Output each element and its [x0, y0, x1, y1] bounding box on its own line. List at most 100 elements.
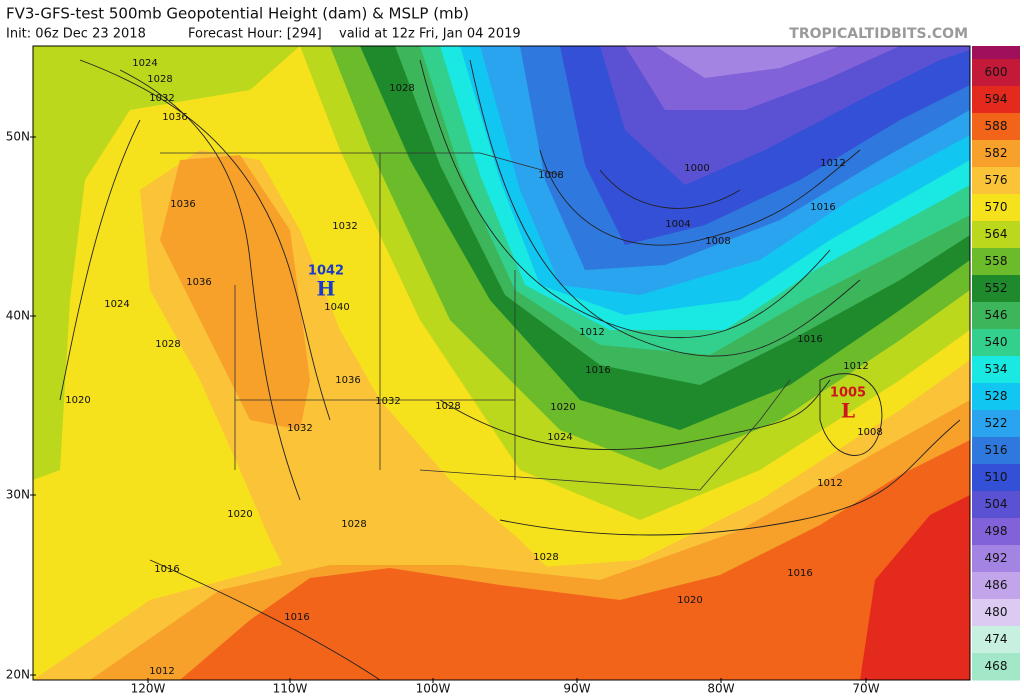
latitude-label: 50N: [6, 130, 30, 144]
colorbar-swatch: [972, 626, 1020, 654]
watermark: TROPICALTIDBITS.COM: [789, 26, 968, 42]
longitude-label: 80W: [707, 682, 734, 696]
colorbar-swatch: [972, 275, 1020, 303]
contour-label: 1028: [155, 339, 180, 350]
init-time: Init: 06z Dec 23 2018: [6, 27, 146, 42]
colorbar-label: 474: [985, 632, 1008, 646]
latitude-label: 40N: [6, 309, 30, 323]
colorbar-label: 486: [985, 578, 1008, 592]
contour-label: 1012: [149, 666, 174, 677]
latitude-label: 20N: [6, 668, 30, 682]
isobar: [79, 59, 331, 421]
map-frame: [32, 45, 971, 681]
border: [419, 379, 791, 491]
isobar: [819, 373, 883, 456]
colorbar-swatch: [972, 437, 1020, 465]
colorbar-label: 534: [985, 362, 1008, 376]
colorbar-swatch: [972, 464, 1020, 492]
contour-label: 1020: [227, 509, 252, 520]
colorbar-label: 492: [985, 551, 1008, 565]
longitude-label: 90W: [563, 682, 590, 696]
isobar: [599, 169, 741, 209]
colorbar-label: 576: [985, 173, 1008, 187]
colorbar-swatch: [972, 599, 1020, 627]
isobar: [419, 59, 831, 339]
contour-label: 1032: [149, 93, 174, 104]
pressure-symbol: H: [317, 277, 336, 301]
colorbar-label: 498: [985, 524, 1008, 538]
contour-label: 1000: [684, 163, 709, 174]
contour-label: 1016: [810, 202, 835, 213]
colorbar-label: 510: [985, 470, 1008, 484]
colorbar-label: 468: [985, 659, 1008, 673]
colorbar-label: 522: [985, 416, 1008, 430]
longitude-label: 110W: [273, 682, 308, 696]
contour-label: 1016: [787, 568, 812, 579]
contour-label: 1008: [705, 236, 730, 247]
contour-label: 1008: [538, 170, 563, 181]
colorbar-swatch: [972, 545, 1020, 573]
isobar: [119, 69, 301, 501]
border: [160, 152, 561, 176]
colorbar-swatch: [972, 113, 1020, 141]
contour-label: 1004: [665, 219, 690, 230]
colorbar-label: 558: [985, 254, 1008, 268]
colorbar-swatch: [972, 167, 1020, 195]
contour-label: 1032: [332, 221, 357, 232]
contour-label: 1016: [585, 365, 610, 376]
isobar: [59, 119, 141, 401]
contour-label: 1036: [335, 375, 360, 386]
colorbar-swatch: [972, 248, 1020, 276]
contour-label: 1040: [324, 302, 349, 313]
contour-label: 1008: [857, 427, 882, 438]
colorbar-label: 552: [985, 281, 1008, 295]
contour-label: 1020: [65, 395, 90, 406]
colorbar-label: 480: [985, 605, 1008, 619]
contour-label: 1024: [547, 432, 572, 443]
colorbar-label: 504: [985, 497, 1008, 511]
contour-label: 1032: [375, 396, 400, 407]
colorbar-label: 588: [985, 119, 1008, 133]
colorbar-label: 528: [985, 389, 1008, 403]
colorbar-label: 564: [985, 227, 1008, 241]
longitude-label: 120W: [131, 682, 166, 696]
colorbar: 600 594 588 582 576 570 564 558 552 546 540 534 528 5…: [972, 59, 1020, 681]
height-band: [655, 46, 840, 78]
longitude-label: 70W: [852, 682, 879, 696]
colorbar-swatch: [972, 491, 1020, 519]
valid-time: valid at 12z Fri, Jan 04 2019: [339, 27, 521, 42]
contour-label: 1024: [104, 299, 129, 310]
contour-label: 1016: [154, 564, 179, 575]
contour-label: 1016: [797, 334, 822, 345]
contour-label: 1028: [147, 74, 172, 85]
contour-label: 1012: [817, 478, 842, 489]
pressure-value: 1005: [830, 386, 866, 401]
colorbar-cap: [972, 46, 1020, 59]
pressure-value: 1042: [308, 264, 344, 279]
contour-label: 1020: [550, 402, 575, 413]
isobar: [499, 419, 961, 536]
contour-label: 1028: [533, 552, 558, 563]
colorbar-swatch: [972, 329, 1020, 357]
pressure-symbol: L: [841, 399, 855, 423]
contour-label: 1012: [843, 361, 868, 372]
colorbar-label: 594: [985, 92, 1008, 106]
contour-label: 1012: [579, 327, 604, 338]
title: FV3-GFS-test 500mb Geopotential Height (…: [6, 5, 469, 23]
colorbar-label: 570: [985, 200, 1008, 214]
isobar: [469, 59, 861, 357]
colorbar-swatch: [972, 302, 1020, 330]
height-band: [860, 495, 970, 680]
colorbar-swatch: [972, 653, 1020, 681]
colorbar-label: 516: [985, 443, 1008, 457]
colorbar-swatch: [972, 356, 1020, 384]
colorbar-label: 600: [985, 65, 1008, 79]
colorbar-swatch: [972, 194, 1020, 222]
contour-label: 1020: [677, 595, 702, 606]
contour-label: 1036: [170, 199, 195, 210]
contour-label: 1028: [341, 519, 366, 530]
contour-label: 1028: [435, 401, 460, 412]
map: 1024 1028 1032 1036 1036 1036 1024 1028 1020 1032…: [33, 46, 970, 680]
contour-label: 1012: [820, 158, 845, 169]
